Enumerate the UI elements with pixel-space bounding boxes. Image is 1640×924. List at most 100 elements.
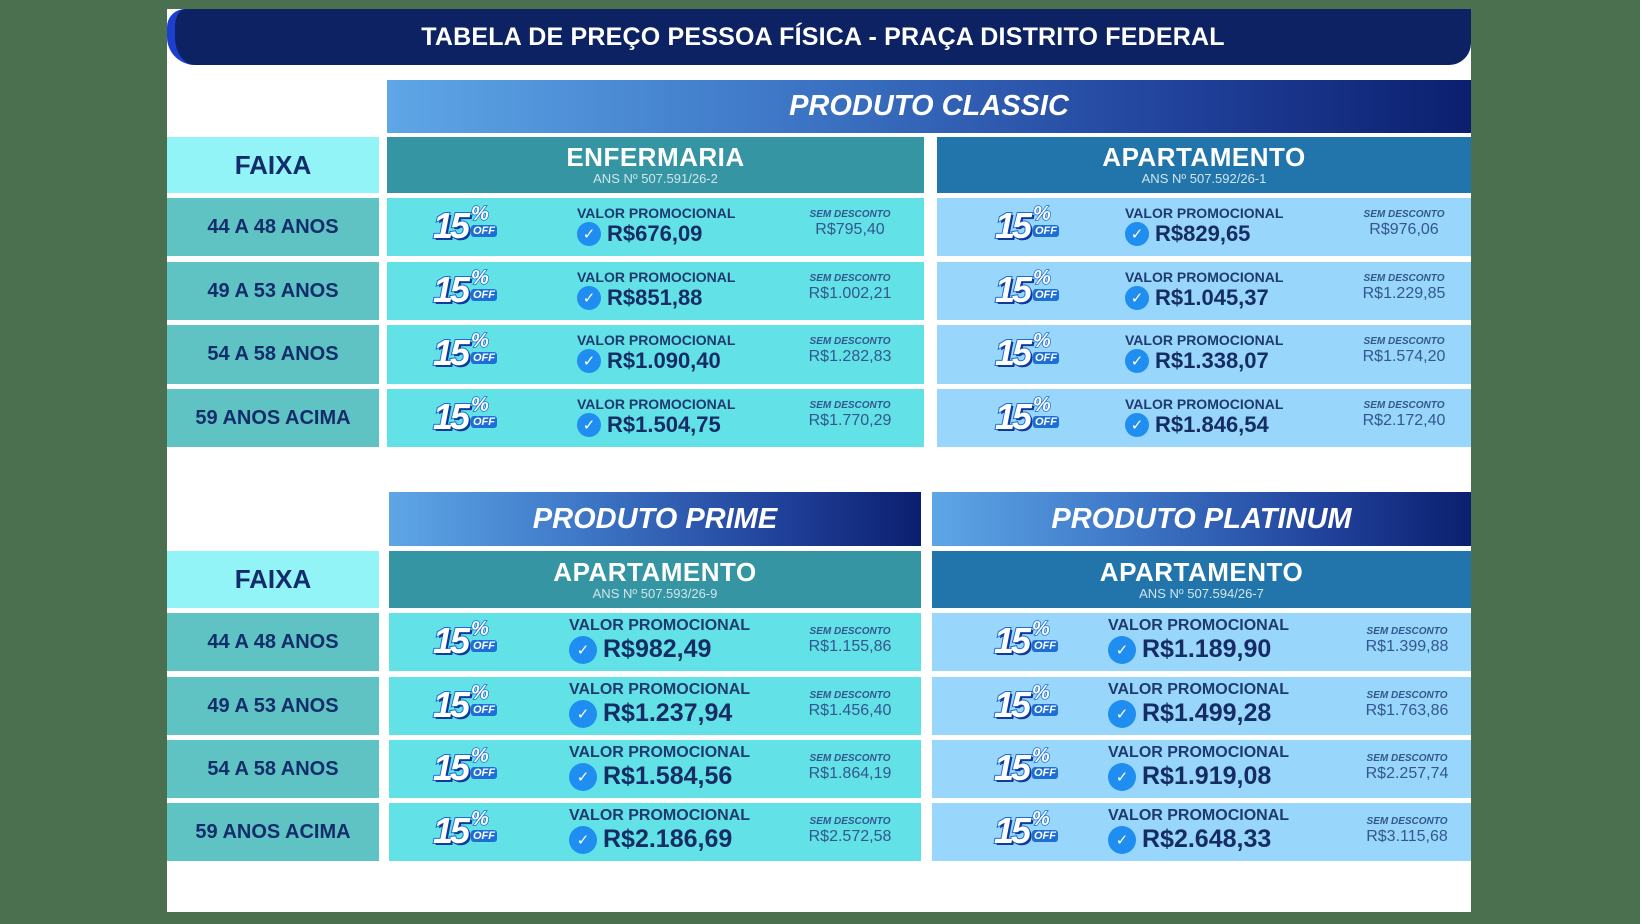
check-badge-icon: ✓ xyxy=(569,699,597,728)
promo-label: VALOR PROMOCIONAL xyxy=(1108,617,1290,634)
price-cell: 15% OFF VALOR PROMOCIONAL ✓ R$982,49 SEM DE… xyxy=(389,613,921,671)
promo-price: R$1.338,07 xyxy=(1155,348,1269,373)
full-price: R$795,40 xyxy=(815,221,885,238)
promo-label: VALOR PROMOCIONAL xyxy=(1108,744,1290,761)
discount-badge-icon: 15% OFF xyxy=(432,329,497,374)
promo-label: VALOR PROMOCIONAL xyxy=(577,396,736,412)
price-table-card: TABELA DE PREÇO PESSOA FÍSICA - PRAÇA DI… xyxy=(167,9,1471,912)
price-cell: 15% OFF VALOR PROMOCIONAL ✓ R$1.090,40 SEM … xyxy=(387,325,924,384)
price-cell: 15% OFF VALOR PROMOCIONAL ✓ R$1.189,90 SEM … xyxy=(932,613,1471,671)
check-badge-icon: ✓ xyxy=(569,825,597,854)
promo-label: VALOR PROMOCIONAL xyxy=(1125,332,1284,348)
classic-apartamento-title: APARTAMENTO xyxy=(1102,142,1306,172)
faixa-header-bottom: FAIXA xyxy=(167,551,379,608)
discount-badge-icon: 15% OFF xyxy=(432,807,497,852)
no-discount-label: SEM DESCONTO xyxy=(1363,209,1445,220)
check-badge-icon: ✓ xyxy=(1108,825,1136,854)
no-discount-label: SEM DESCONTO xyxy=(809,753,891,764)
price-cell: 15% OFF VALOR PROMOCIONAL ✓ R$1.499,28 SEM … xyxy=(932,677,1471,735)
age-band-cell: 59 ANOS ACIMA xyxy=(167,389,379,447)
price-cell: 15% OFF VALOR PROMOCIONAL ✓ R$1.338,07 SEM … xyxy=(937,325,1471,384)
promo-label: VALOR PROMOCIONAL xyxy=(577,332,736,348)
promo-label: VALOR PROMOCIONAL xyxy=(569,807,751,824)
price-cell: 15% OFF VALOR PROMOCIONAL ✓ R$1.919,08 SEM … xyxy=(932,740,1471,798)
full-price: R$1.770,29 xyxy=(808,412,892,429)
check-badge-icon: ✓ xyxy=(1125,286,1149,310)
age-band-cell: 54 A 58 ANOS xyxy=(167,740,379,798)
promo-label: VALOR PROMOCIONAL xyxy=(577,205,736,221)
promo-price: R$2.648,33 xyxy=(1142,825,1272,853)
full-price: R$1.002,21 xyxy=(808,285,892,302)
discount-badge-icon: 15% OFF xyxy=(994,329,1059,374)
promo-price: R$1.189,90 xyxy=(1142,635,1272,663)
check-badge-icon: ✓ xyxy=(1108,699,1136,728)
check-badge-icon: ✓ xyxy=(1125,349,1149,373)
full-price: R$3.115,68 xyxy=(1366,828,1448,845)
no-discount-label: SEM DESCONTO xyxy=(809,816,891,827)
prime-apartamento-title: APARTAMENTO xyxy=(553,556,757,587)
no-discount-label: SEM DESCONTO xyxy=(1363,336,1445,347)
no-discount-label: SEM DESCONTO xyxy=(809,209,891,220)
promo-price: R$1.504,75 xyxy=(607,412,721,437)
check-badge-icon: ✓ xyxy=(1108,635,1136,664)
promo-price: R$2.186,69 xyxy=(603,825,733,853)
platinum-apartamento-ans: ANS Nº 507.594/26-7 xyxy=(1139,585,1264,601)
no-discount-label: SEM DESCONTO xyxy=(1366,753,1448,764)
full-price: R$1.763,86 xyxy=(1365,702,1449,719)
check-badge-icon: ✓ xyxy=(577,286,601,310)
no-discount-label: SEM DESCONTO xyxy=(809,336,891,347)
full-price: R$2.572,58 xyxy=(808,828,892,845)
price-cell: 15% OFF VALOR PROMOCIONAL ✓ R$1.045,37 SEM … xyxy=(937,262,1471,320)
promo-price: R$1.499,28 xyxy=(1142,699,1272,727)
promo-label: VALOR PROMOCIONAL xyxy=(577,269,736,285)
promo-price: R$829,65 xyxy=(1155,221,1251,246)
price-cell: 15% OFF VALOR PROMOCIONAL ✓ R$829,65 SEM DE… xyxy=(937,198,1471,256)
no-discount-label: SEM DESCONTO xyxy=(1366,626,1448,637)
full-price: R$1.155,86 xyxy=(808,638,892,655)
discount-badge-icon: 15% OFF xyxy=(994,202,1059,247)
price-cell: 15% OFF VALOR PROMOCIONAL ✓ R$676,09 SEM DE… xyxy=(387,198,924,256)
enfermaria-title: ENFERMARIA xyxy=(566,142,745,172)
discount-badge-icon: 15% OFF xyxy=(993,807,1058,852)
check-badge-icon: ✓ xyxy=(569,635,597,664)
price-cell: 15% OFF VALOR PROMOCIONAL ✓ R$1.584,56 SEM … xyxy=(389,740,921,798)
no-discount-label: SEM DESCONTO xyxy=(1363,400,1445,411)
classic-apartamento-ans: ANS Nº 507.592/26-1 xyxy=(1141,171,1267,186)
check-badge-icon: ✓ xyxy=(569,762,597,791)
prime-apartamento-ans: ANS Nº 507.593/26-9 xyxy=(592,585,718,601)
promo-label: VALOR PROMOCIONAL xyxy=(1125,205,1284,221)
price-cell: 15% OFF VALOR PROMOCIONAL ✓ R$851,88 SEM DE… xyxy=(387,262,924,320)
promo-price: R$1.090,40 xyxy=(607,348,721,373)
full-price: R$1.574,20 xyxy=(1362,348,1446,365)
full-price: R$1.229,85 xyxy=(1362,285,1446,302)
promo-label: VALOR PROMOCIONAL xyxy=(1108,807,1290,824)
faixa-header-top: FAIXA xyxy=(167,137,379,193)
check-badge-icon: ✓ xyxy=(1125,222,1149,246)
discount-badge-icon: 15% OFF xyxy=(432,617,497,662)
full-price: R$976,06 xyxy=(1369,221,1439,238)
promo-price: R$1.846,54 xyxy=(1155,412,1269,437)
promo-label: VALOR PROMOCIONAL xyxy=(569,681,751,698)
age-band-cell: 44 A 48 ANOS xyxy=(167,613,379,671)
no-discount-label: SEM DESCONTO xyxy=(809,273,891,284)
no-discount-label: SEM DESCONTO xyxy=(1366,816,1448,827)
price-cell: 15% OFF VALOR PROMOCIONAL ✓ R$1.846,54 SEM … xyxy=(937,389,1471,447)
discount-badge-icon: 15% OFF xyxy=(994,266,1059,311)
discount-badge-icon: 15% OFF xyxy=(432,202,497,247)
price-cell: 15% OFF VALOR PROMOCIONAL ✓ R$1.237,94 SEM … xyxy=(389,677,921,735)
product-prime-title: PRODUTO PRIME xyxy=(389,492,921,546)
discount-badge-icon: 15% OFF xyxy=(993,744,1058,789)
product-platinum-title: PRODUTO PLATINUM xyxy=(932,492,1471,546)
classic-apartamento-header: APARTAMENTO ANS Nº 507.592/26-1 xyxy=(937,137,1471,193)
price-cell: 15% OFF VALOR PROMOCIONAL ✓ R$2.186,69 SEM … xyxy=(389,803,921,861)
platinum-apartamento-title: APARTAMENTO xyxy=(1099,556,1304,587)
full-price: R$2.172,40 xyxy=(1362,412,1446,429)
check-badge-icon: ✓ xyxy=(1108,762,1136,791)
discount-badge-icon: 15% OFF xyxy=(993,681,1058,726)
promo-price: R$1.237,94 xyxy=(603,699,733,727)
no-discount-label: SEM DESCONTO xyxy=(809,690,891,701)
age-band-cell: 49 A 53 ANOS xyxy=(167,677,379,735)
discount-badge-icon: 15% OFF xyxy=(432,744,497,789)
promo-label: VALOR PROMOCIONAL xyxy=(1108,681,1290,698)
no-discount-label: SEM DESCONTO xyxy=(1366,690,1448,701)
